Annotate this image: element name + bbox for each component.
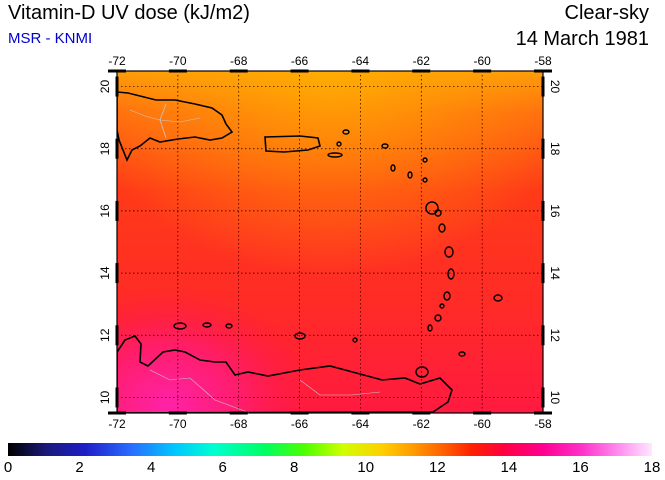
- lesser-antilles: [173, 129, 503, 378]
- lon-tick-label-bottom: -64: [352, 417, 370, 431]
- axis-ticks: -72 -72 -70 -70 -68 -68 -66 -66 -64 -64 -62 -62 -60 -…: [98, 54, 562, 431]
- lat-tick-label-left: 14: [98, 266, 112, 280]
- lon-tick-label-bottom: -72: [108, 417, 126, 431]
- sky-condition-label: Clear-sky: [564, 2, 649, 24]
- lon-tick-label-bottom: -58: [534, 417, 552, 431]
- lon-tick-label-top: -58: [534, 54, 552, 68]
- lon-tick-label-bottom: -70: [169, 417, 187, 431]
- colorbar-label: 2: [75, 459, 84, 476]
- colorbar-label: 10: [357, 459, 375, 476]
- lon-tick-label-top: -66: [291, 54, 309, 68]
- lat-tick-label-right: 20: [548, 80, 562, 94]
- lon-tick-label-top: -64: [352, 54, 370, 68]
- lon-tick-label-top: -60: [473, 54, 491, 68]
- lat-tick-label-right: 14: [548, 266, 562, 280]
- lon-tick-label-top: -72: [108, 54, 126, 68]
- map-title: Vitamin-D UV dose (kJ/m2): [8, 2, 250, 24]
- colorbar-label: 18: [643, 459, 661, 476]
- lat-tick-label-right: 10: [548, 391, 562, 405]
- uv-dose-map: -72 -72 -70 -70 -68 -68 -66 -66 -64 -64 -62 -62 -60 -…: [98, 54, 562, 431]
- lat-tick-label-right: 18: [548, 142, 562, 156]
- date-label: 14 March 1981: [515, 28, 649, 50]
- lat-tick-label-right: 12: [548, 329, 562, 343]
- source-label: MSR - KNMI: [8, 30, 93, 47]
- colorbar-label: 6: [218, 459, 227, 476]
- lat-tick-label-left: 18: [98, 142, 112, 156]
- uv-field: [117, 71, 543, 413]
- lon-tick-label-top: -68: [230, 54, 248, 68]
- lat-tick-label-left: 12: [98, 328, 112, 342]
- hispaniola-land: [117, 91, 234, 162]
- colorbar: [8, 443, 652, 456]
- state-border: [299, 379, 381, 396]
- lon-tick-label-top: -62: [413, 54, 431, 68]
- lon-tick-label-bottom: -62: [413, 417, 431, 431]
- colorbar-label: 0: [3, 459, 13, 476]
- lat-tick-label-left: 16: [98, 204, 112, 218]
- lat-tick-label-right: 16: [548, 204, 562, 218]
- colorbar-label: 4: [146, 459, 156, 476]
- country-border: [149, 369, 251, 413]
- colorbar-label: 14: [500, 459, 518, 476]
- graticule: [117, 71, 543, 413]
- lon-tick-label-bottom: -68: [230, 417, 248, 431]
- lon-tick-label-top: -70: [169, 54, 187, 68]
- lon-tick-label-bottom: -66: [291, 417, 309, 431]
- puerto-rico-land: [264, 135, 321, 153]
- south-america-coast: [117, 335, 453, 413]
- lat-tick-label-left: 20: [98, 80, 112, 94]
- colorbar-label: 16: [572, 459, 589, 476]
- lon-tick-label-bottom: -60: [473, 417, 491, 431]
- province-border: [129, 109, 201, 123]
- colorbar-label: 12: [428, 459, 446, 476]
- map-frame: [116, 70, 544, 414]
- colorbar-label: 8: [290, 459, 299, 476]
- lat-tick-label-left: 10: [98, 390, 112, 404]
